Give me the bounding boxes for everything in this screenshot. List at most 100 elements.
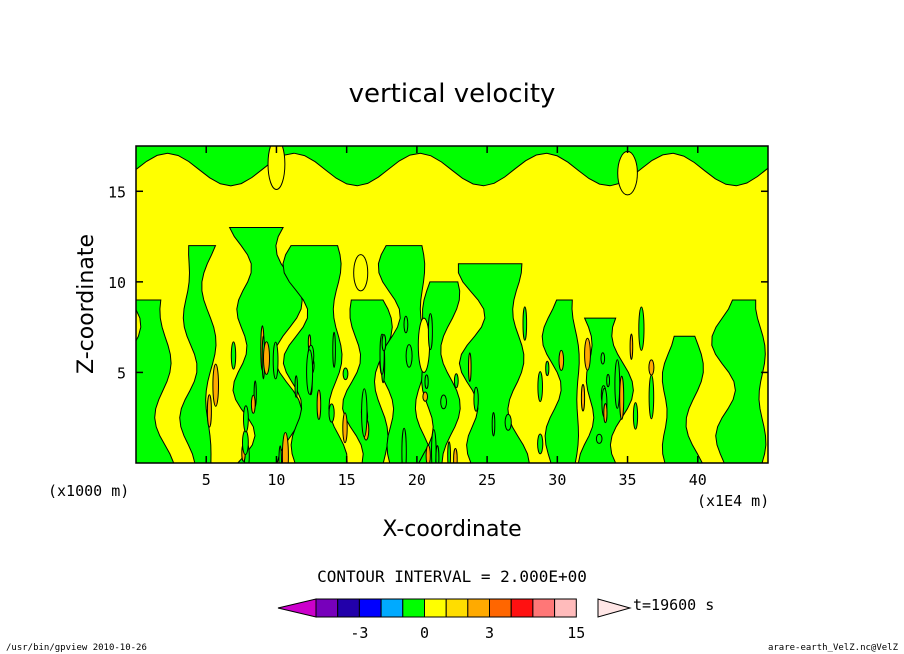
- turbulence-contour: [206, 394, 212, 428]
- y-tick-label: 15: [108, 183, 126, 201]
- x-tick-label: 10: [267, 471, 285, 489]
- x-axis-label: X-coordinate: [382, 517, 521, 542]
- colorbar-segment: [315, 598, 339, 618]
- x-tick-label: 25: [478, 471, 496, 489]
- y-tick-label: 5: [117, 364, 126, 382]
- positive-pocket: [417, 317, 431, 373]
- negative-region: [136, 299, 175, 463]
- x-tick-label: 15: [338, 471, 356, 489]
- colorbar-segment: [358, 598, 382, 618]
- positive-pocket: [267, 146, 286, 190]
- turbulence-contour: [294, 375, 298, 398]
- negative-region: [179, 245, 217, 463]
- turbulence-contour: [431, 429, 437, 463]
- turbulence-contour: [425, 444, 431, 463]
- turbulence-contour: [230, 341, 237, 370]
- colorbar-segment: [554, 598, 577, 618]
- turbulence-contour: [361, 388, 368, 438]
- y-axis-ticks: 5 10 15: [108, 183, 768, 382]
- turbulence-contour: [648, 359, 655, 376]
- turbulence-contour: [342, 367, 349, 381]
- turbulence-contour: [306, 349, 314, 395]
- turbulence-contour: [648, 374, 655, 420]
- x-tick-label: 30: [548, 471, 566, 489]
- turbulence-contour: [600, 352, 606, 365]
- turbulence-contour: [342, 412, 348, 444]
- chart-title: vertical velocity: [349, 79, 556, 109]
- colorbar-segment: [489, 598, 512, 618]
- turbulence-contour: [401, 427, 407, 463]
- turbulence-contour: [537, 433, 544, 455]
- footer-left: /usr/bin/gpview 2010-10-26: [6, 643, 147, 653]
- turbulence-contour: [614, 359, 621, 409]
- negative-region: [661, 335, 704, 463]
- turbulence-contour: [473, 386, 479, 412]
- colorbar-segment: [424, 598, 447, 618]
- negative-region: [711, 299, 767, 463]
- turbulence-contour: [629, 333, 634, 360]
- turbulence-contour: [558, 349, 565, 371]
- turbulence-contour: [440, 394, 448, 410]
- colorbar-segment: [467, 598, 490, 618]
- colorbar-segment: [510, 598, 534, 618]
- turbulence-contour: [619, 375, 625, 420]
- turbulence-contour: [606, 373, 610, 388]
- turbulence-contour: [381, 334, 387, 352]
- x-unit-right: (x1E4 m): [697, 492, 769, 510]
- colorbar-label: 3: [485, 624, 494, 642]
- footer-right: arare-earth_VelZ.nc@VelZ: [768, 643, 899, 653]
- turbulence-contour: [595, 433, 603, 444]
- negative-region-top: [136, 146, 768, 187]
- turbulence-contour: [316, 389, 322, 420]
- y-axis-label: Z-coordinate: [74, 234, 99, 374]
- colorbar-segment: [380, 598, 404, 618]
- turbulence-contour: [447, 441, 451, 463]
- plot-frame: [135, 145, 769, 464]
- turbulence-contour: [537, 371, 544, 403]
- x-tick-label: 5: [202, 471, 211, 489]
- turbulence-contour: [453, 448, 458, 463]
- x-unit-left: (x1000 m): [48, 482, 129, 500]
- turbulence-contour: [422, 391, 429, 402]
- positive-pocket: [353, 254, 369, 292]
- turbulence-contour: [603, 403, 608, 424]
- colorbar-label: -3: [350, 624, 368, 642]
- turbulence-contour: [638, 306, 645, 351]
- turbulence-contour: [272, 341, 279, 380]
- colorbar-segment: [402, 598, 425, 618]
- velocity-field: [136, 146, 768, 463]
- turbulence-contour: [332, 331, 336, 368]
- contour-interval: CONTOUR INTERVAL = 2.000E+00: [317, 567, 587, 586]
- turbulence-contour: [243, 405, 249, 433]
- x-tick-label: 20: [408, 471, 426, 489]
- turbulence-contour: [403, 315, 409, 334]
- turbulence-contour: [632, 402, 639, 430]
- x-tick-label: 40: [689, 471, 707, 489]
- turbulence-contour: [328, 403, 335, 423]
- colorbar-arrow-low: [277, 598, 317, 618]
- negative-region: [342, 299, 393, 463]
- turbulence-contour: [424, 374, 429, 390]
- turbulence-contour: [263, 341, 270, 375]
- turbulence-contour: [212, 363, 219, 407]
- turbulence-contour: [242, 429, 249, 456]
- turbulence-contour: [584, 337, 591, 371]
- negative-region: [377, 245, 433, 463]
- colorbar: -3 0 3 15: [277, 598, 632, 642]
- x-tick-label: 35: [619, 471, 637, 489]
- colorbar-segment: [532, 598, 556, 618]
- time-label: t=19600 s: [633, 596, 714, 614]
- turbulence-contour: [281, 432, 289, 463]
- y-tick-label: 10: [108, 274, 126, 292]
- colorbar-arrow-high: [597, 598, 632, 618]
- colorbar-label: 0: [420, 624, 429, 642]
- turbulence-contour: [435, 445, 440, 463]
- x-axis-ticks: 5 10 15 20 25 30 35 40: [202, 146, 707, 489]
- turbulence-contour: [453, 373, 459, 389]
- colorbar-segment: [337, 598, 360, 618]
- turbulence-contour: [405, 344, 413, 368]
- turbulence-contour: [545, 360, 550, 377]
- turbulence-contour: [580, 383, 586, 412]
- colorbar-label: 15: [567, 624, 585, 642]
